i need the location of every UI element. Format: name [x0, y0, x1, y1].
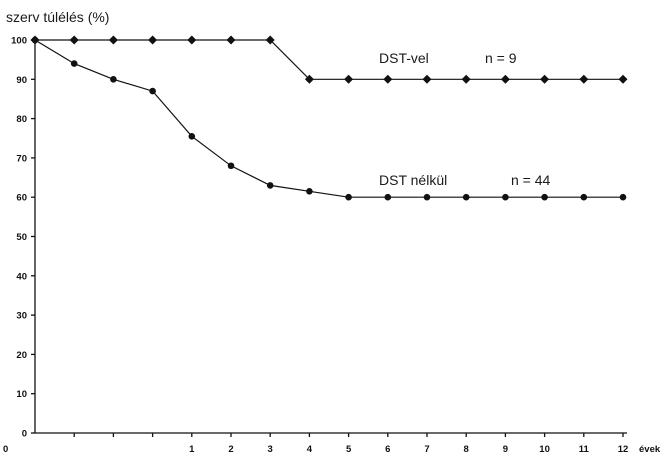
data-point-diamond — [383, 74, 393, 84]
y-tick-label: 80 — [16, 114, 27, 125]
series-line-1 — [35, 39, 623, 80]
x-tick-label: 2 — [228, 444, 233, 455]
y-tick-label: 70 — [16, 153, 27, 164]
x-tick-label: 12 — [618, 444, 629, 455]
data-point-circle — [306, 188, 313, 195]
y-tick-labels: 0 10 20 30 40 50 60 70 80 90 100 — [11, 36, 27, 440]
y-axis-title: szerv túlélés (%) — [6, 9, 109, 25]
y-tick-label: 90 — [16, 75, 27, 86]
series-1-name: DST-vel — [379, 50, 429, 66]
data-point-circle — [345, 193, 352, 201]
data-point-circle — [541, 193, 548, 201]
data-point-circle — [149, 87, 156, 95]
data-point-circle — [502, 193, 509, 201]
y-tick-label: 20 — [16, 350, 27, 361]
data-point-diamond — [108, 35, 118, 45]
y-tick-label: 30 — [16, 311, 27, 322]
series-lines — [34, 39, 623, 198]
data-point-diamond — [618, 74, 628, 84]
data-point-diamond — [344, 74, 354, 84]
data-point-circle — [423, 193, 431, 201]
x-origin-label: 0 — [3, 444, 8, 455]
data-point-diamond — [461, 74, 471, 84]
series-1-n: n = 9 — [485, 50, 517, 66]
y-tick-label: 60 — [16, 193, 27, 204]
x-tick-labels: 1 2 3 4 5 6 7 8 9 10 11 12 — [189, 444, 628, 455]
x-tick-label: 4 — [307, 444, 313, 455]
data-point-circle — [227, 162, 235, 170]
data-point-diamond — [500, 74, 510, 84]
series-2-name: DST nélkül — [379, 172, 447, 188]
x-tick-label: 6 — [385, 444, 390, 455]
series-markers — [30, 35, 628, 201]
y-tick-label: 100 — [11, 36, 27, 47]
y-tick-label: 0 — [22, 429, 27, 440]
data-point-diamond — [540, 74, 550, 84]
data-point-circle — [384, 193, 392, 201]
data-point-circle — [110, 76, 117, 83]
x-tick-label: 3 — [268, 444, 273, 455]
data-point-diamond — [422, 74, 432, 84]
x-tick-label: 1 — [189, 444, 195, 455]
data-point-diamond — [579, 74, 589, 84]
data-point-circle — [580, 193, 588, 201]
data-point-diamond — [304, 74, 314, 84]
x-tick-label: 11 — [579, 444, 590, 455]
y-tick-label: 10 — [16, 389, 27, 400]
data-point-diamond — [187, 35, 197, 45]
y-tick-label: 50 — [16, 232, 27, 243]
data-point-diamond — [226, 35, 236, 45]
data-point-diamond — [69, 35, 79, 45]
data-point-circle — [462, 193, 470, 201]
x-tick-label: 5 — [346, 444, 352, 455]
x-tick-label: 9 — [503, 444, 508, 455]
series-2-n: n = 44 — [511, 172, 551, 188]
data-point-circle — [266, 182, 274, 189]
series-line-2 — [34, 39, 623, 198]
x-tick-label: 10 — [539, 444, 550, 455]
x-tick-label: 8 — [464, 444, 469, 455]
axes — [31, 38, 627, 437]
x-axis-title: évek — [639, 444, 661, 455]
x-tick-label: 7 — [424, 444, 429, 455]
data-point-circle — [188, 132, 196, 140]
data-point-circle — [31, 36, 39, 44]
data-point-circle — [70, 60, 78, 67]
data-point-circle — [619, 193, 627, 201]
data-point-diamond — [148, 35, 158, 45]
y-tick-label: 40 — [16, 271, 27, 282]
data-point-diamond — [265, 35, 275, 45]
